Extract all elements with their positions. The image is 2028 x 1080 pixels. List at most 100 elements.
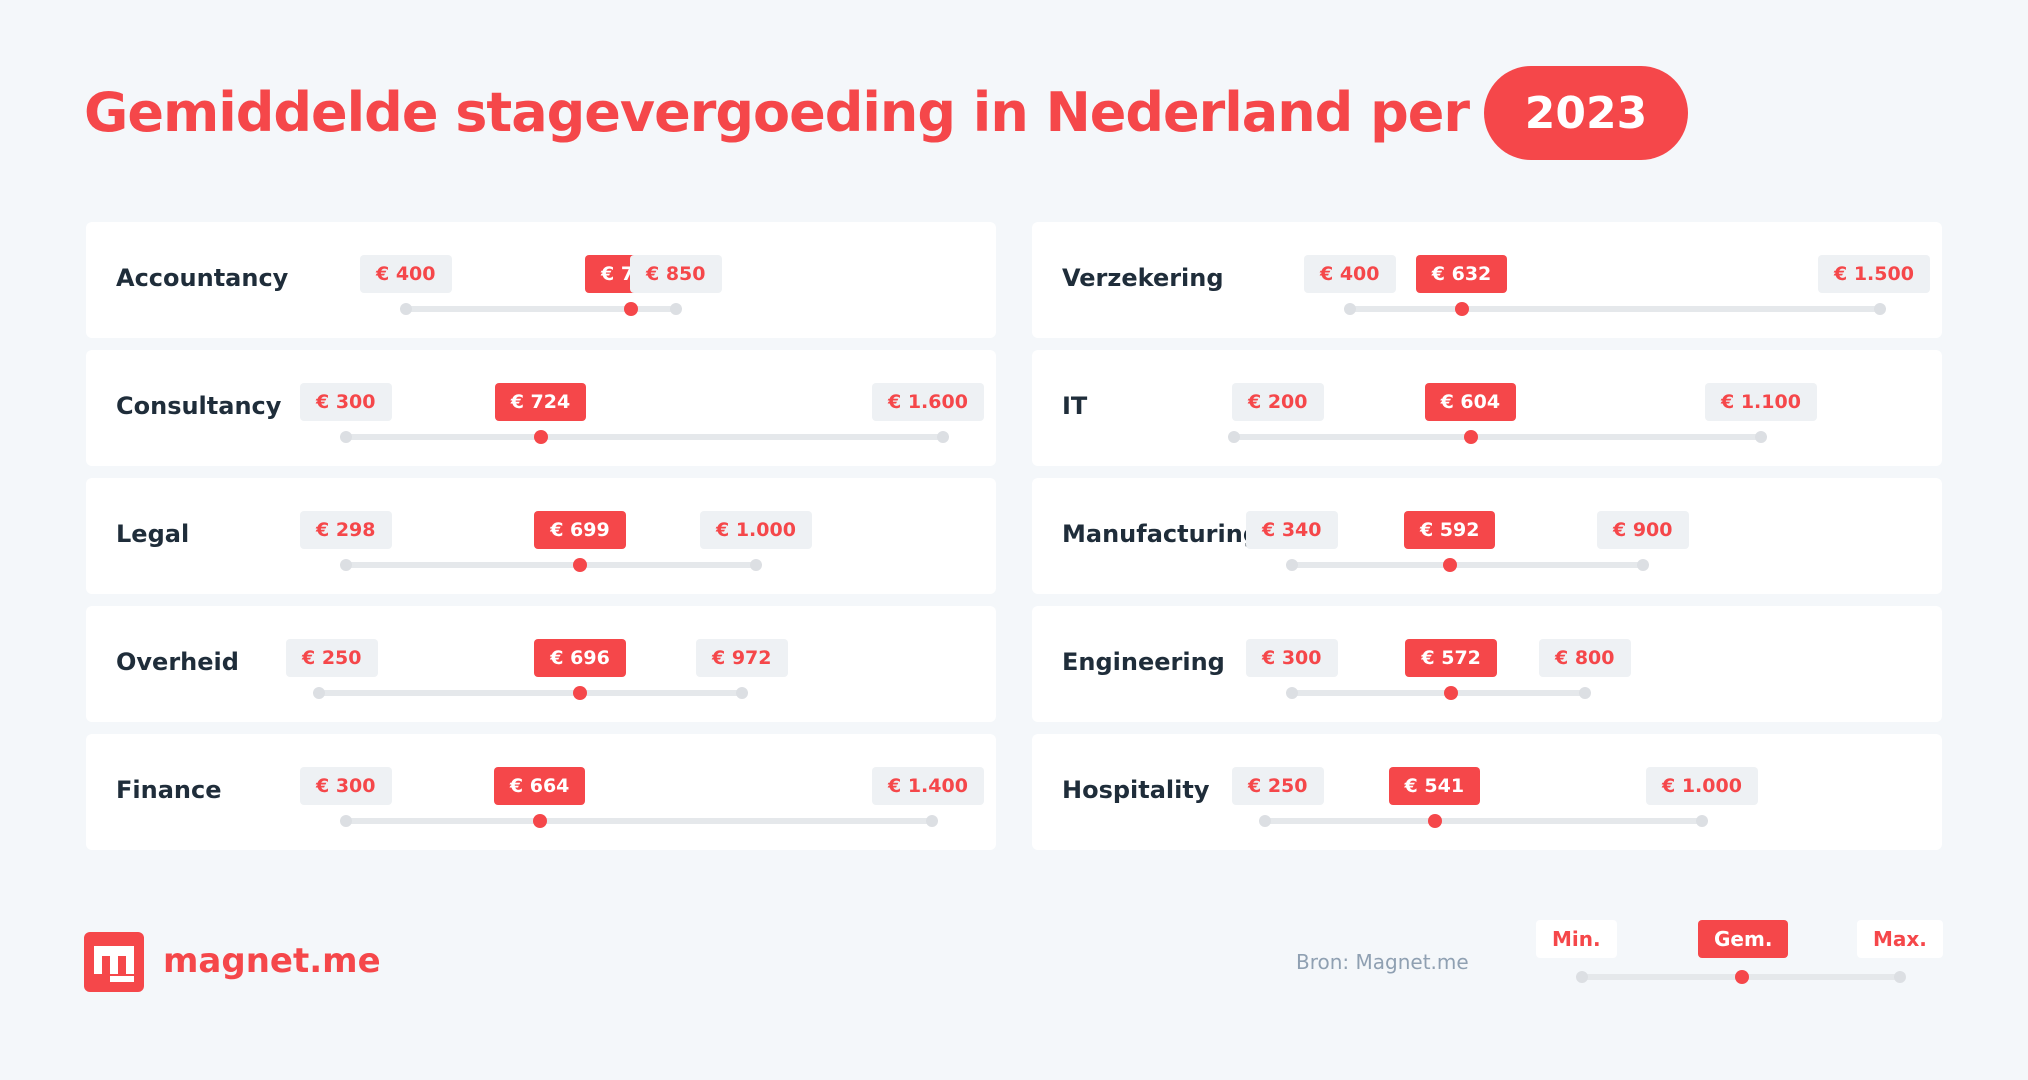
sector-card: Accountancy€ 400€ 775€ 850 xyxy=(86,222,996,338)
max-dot xyxy=(1696,815,1708,827)
range-track xyxy=(1350,306,1880,312)
max-dot xyxy=(1874,303,1886,315)
max-label: € 1.600 xyxy=(872,383,984,421)
avg-dot xyxy=(573,558,588,572)
max-label: € 800 xyxy=(1539,639,1631,677)
sector-label: IT xyxy=(1062,392,1088,420)
sector-card: Legal € 298 € 699 € 1.000 xyxy=(86,478,996,594)
max-label: € 1.100 xyxy=(1705,383,1817,421)
range-track xyxy=(1292,690,1585,696)
sector-card: Finance € 300 € 664 € 1.400 xyxy=(86,734,996,850)
range-track xyxy=(406,306,676,312)
min-label: € 298 xyxy=(300,511,392,549)
sector-card: Overheid € 250 € 696 € 972 xyxy=(86,606,996,722)
sector-label: Manufacturing xyxy=(1062,520,1260,548)
max-dot xyxy=(1579,687,1591,699)
min-label: € 400 xyxy=(360,255,452,293)
magnet-logo-icon xyxy=(84,932,144,992)
legend: Min. Gem. Max. xyxy=(1536,920,1946,990)
source-note: Bron: Magnet.me xyxy=(1296,950,1469,974)
range-track xyxy=(1234,434,1761,440)
avg-label: € 541 xyxy=(1388,767,1481,805)
sector-card: Engineering € 300 € 572 € 800 xyxy=(1032,606,1942,722)
page-title: Gemiddelde stagevergoeding in Nederland … xyxy=(84,81,1672,144)
avg-label: € 604 xyxy=(1424,383,1517,421)
avg-dot xyxy=(1454,302,1469,316)
avg-label: € 572 xyxy=(1405,639,1497,677)
legend-avg-dot xyxy=(1735,970,1749,984)
max-label: € 972 xyxy=(696,639,788,677)
min-dot xyxy=(313,687,325,699)
max-dot xyxy=(736,687,748,699)
min-dot xyxy=(340,815,352,827)
avg-dot xyxy=(624,302,638,316)
legend-max-label: Max. xyxy=(1857,920,1943,958)
range-track xyxy=(1292,562,1643,568)
sector-label: Finance xyxy=(116,776,222,804)
range-track xyxy=(346,818,932,824)
min-label: € 250 xyxy=(286,639,378,677)
max-label: € 1.400 xyxy=(872,767,984,805)
sector-label: Hospitality xyxy=(1062,776,1210,804)
min-label: € 400 xyxy=(1304,255,1396,293)
range-track xyxy=(319,690,742,696)
min-dot xyxy=(340,431,352,443)
avg-dot xyxy=(533,430,548,444)
year-badge: 2023 xyxy=(1484,66,1688,160)
avg-dot xyxy=(573,686,588,700)
sector-label: Overheid xyxy=(116,648,239,676)
min-dot xyxy=(340,559,352,571)
legend-min-dot xyxy=(1576,971,1588,983)
avg-dot xyxy=(1427,814,1442,828)
avg-label: € 699 xyxy=(534,511,626,549)
sector-label: Verzekering xyxy=(1062,264,1224,292)
min-label: € 250 xyxy=(1232,767,1324,805)
range-track xyxy=(346,562,756,568)
avg-label: € 664 xyxy=(493,767,586,805)
sector-label: Legal xyxy=(116,520,190,548)
sector-label: Engineering xyxy=(1062,648,1225,676)
max-label: € 850 xyxy=(630,255,722,293)
min-label: € 340 xyxy=(1246,511,1338,549)
range-track xyxy=(1265,818,1702,824)
avg-dot xyxy=(1442,558,1457,572)
sector-card: Consultancy € 300 € 724 € 1.600 xyxy=(86,350,996,466)
avg-label: € 696 xyxy=(534,639,626,677)
sector-label: Accountancy xyxy=(116,264,289,292)
min-label: € 200 xyxy=(1232,383,1324,421)
avg-label: € 632 xyxy=(1415,255,1508,293)
avg-label: € 724 xyxy=(494,383,587,421)
avg-dot xyxy=(1463,430,1478,444)
max-dot xyxy=(1755,431,1767,443)
min-dot xyxy=(1259,815,1271,827)
sector-card: IT € 200 € 604 € 1.100 xyxy=(1032,350,1942,466)
max-dot xyxy=(926,815,938,827)
legend-avg-label: Gem. xyxy=(1698,920,1789,958)
min-label: € 300 xyxy=(300,767,392,805)
max-label: € 1.500 xyxy=(1818,255,1930,293)
sector-card: Verzekering € 400 € 632 € 1.500 xyxy=(1032,222,1942,338)
min-dot xyxy=(1228,431,1240,443)
min-label: € 300 xyxy=(300,383,392,421)
max-label: € 1.000 xyxy=(700,511,812,549)
legend-min-label: Min. xyxy=(1536,920,1617,958)
max-dot xyxy=(1637,559,1649,571)
sector-card: Manufacturing € 340 € 592 € 900 xyxy=(1032,478,1942,594)
max-label: € 1.000 xyxy=(1646,767,1758,805)
sector-card: Hospitality € 250 € 541 € 1.000 xyxy=(1032,734,1942,850)
max-dot xyxy=(670,303,682,315)
min-dot xyxy=(1286,559,1298,571)
avg-label: € 592 xyxy=(1403,511,1496,549)
max-dot xyxy=(937,431,949,443)
sector-label: Consultancy xyxy=(116,392,282,420)
min-dot xyxy=(1344,303,1356,315)
min-dot xyxy=(400,303,412,315)
min-label: € 300 xyxy=(1246,639,1338,677)
brand-name: magnet.me xyxy=(163,941,381,981)
avg-dot xyxy=(1444,686,1459,700)
legend-max-dot xyxy=(1894,971,1906,983)
avg-dot xyxy=(532,814,547,828)
max-dot xyxy=(750,559,762,571)
range-track xyxy=(346,434,943,440)
max-label: € 900 xyxy=(1597,511,1689,549)
